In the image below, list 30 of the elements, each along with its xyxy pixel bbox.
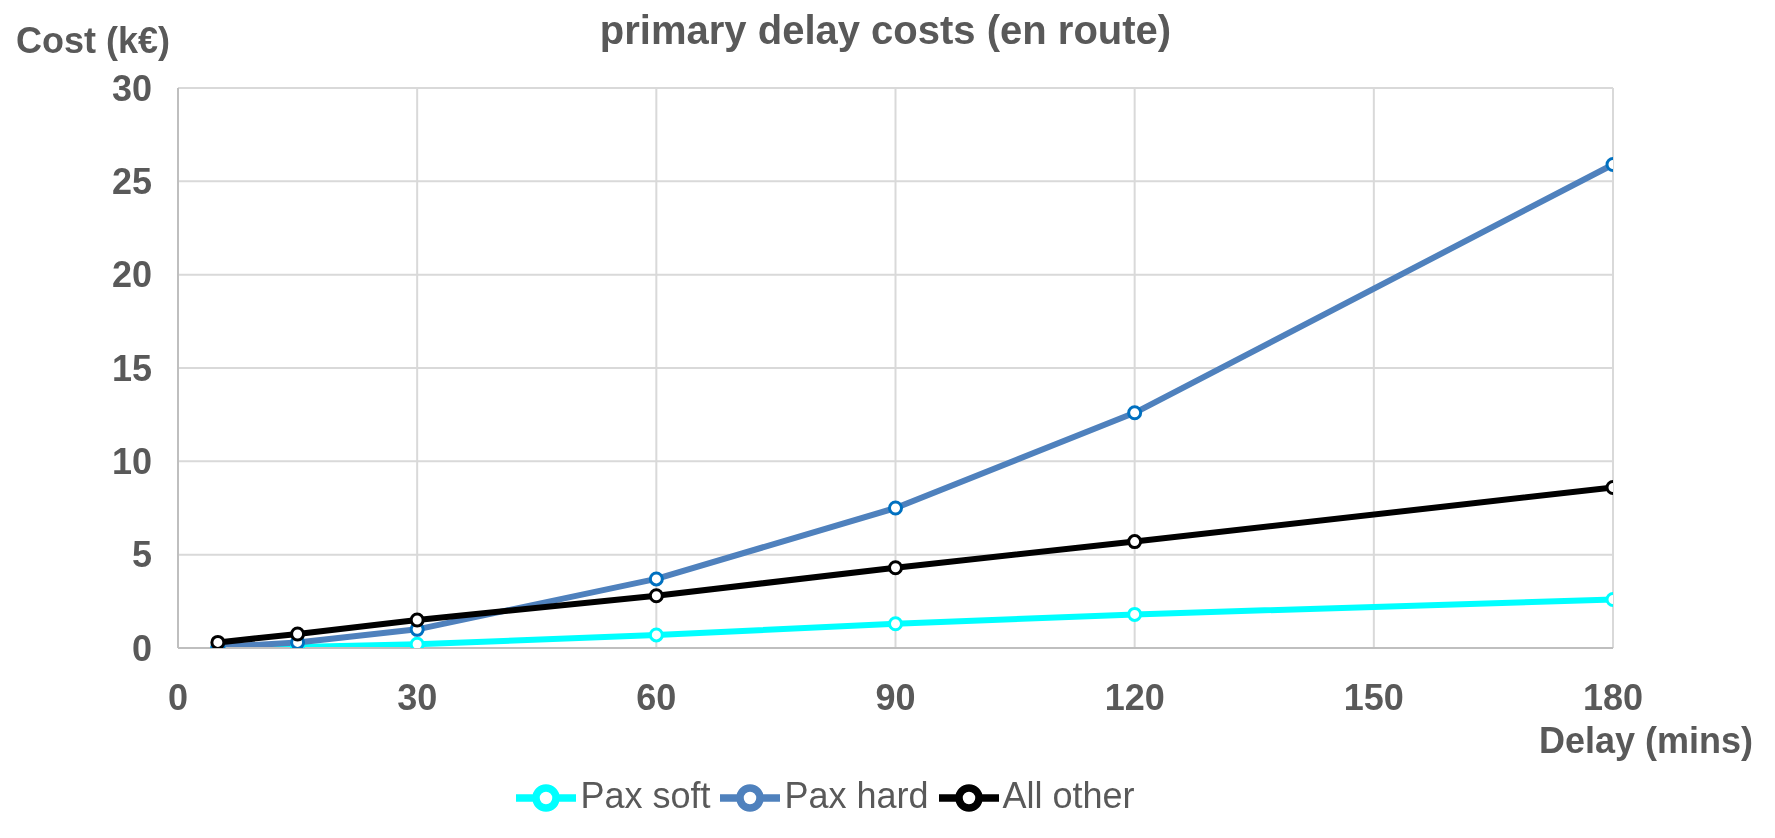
y-tick-label: 15 [111, 347, 152, 389]
point [1127, 606, 1143, 622]
point [409, 612, 425, 628]
x-axis-title: Delay (mins) [1538, 720, 1753, 762]
x-tick-label: 90 [875, 676, 916, 718]
point [409, 636, 425, 648]
y-tick-label: 30 [111, 67, 152, 109]
legend-label: Pax hard [784, 774, 929, 816]
y-tick-label: 10 [111, 441, 152, 483]
x-tick-label: 60 [636, 676, 677, 718]
chart-title: primary delay costs (en route) [599, 8, 1172, 52]
y-tick-label: 0 [131, 627, 152, 669]
point [888, 560, 903, 576]
point [1127, 534, 1143, 550]
x-tick-label: 180 [1582, 676, 1644, 718]
x-tick-label: 30 [397, 676, 438, 718]
point [648, 588, 664, 604]
x-tick-label: 150 [1343, 676, 1404, 718]
legend-label: Pax soft [580, 774, 711, 816]
y-tick-label: 20 [111, 254, 152, 296]
y-axis-title: Cost (k€) [16, 20, 171, 62]
point [290, 626, 306, 642]
legend-label: All other [1002, 774, 1135, 816]
y-tick-label: 25 [111, 161, 152, 203]
x-tick-label: 0 [167, 676, 189, 718]
y-tick-label: 5 [131, 534, 152, 576]
x-tick-label: 120 [1104, 676, 1165, 718]
point [888, 616, 903, 632]
point [648, 627, 664, 643]
point [210, 634, 226, 648]
